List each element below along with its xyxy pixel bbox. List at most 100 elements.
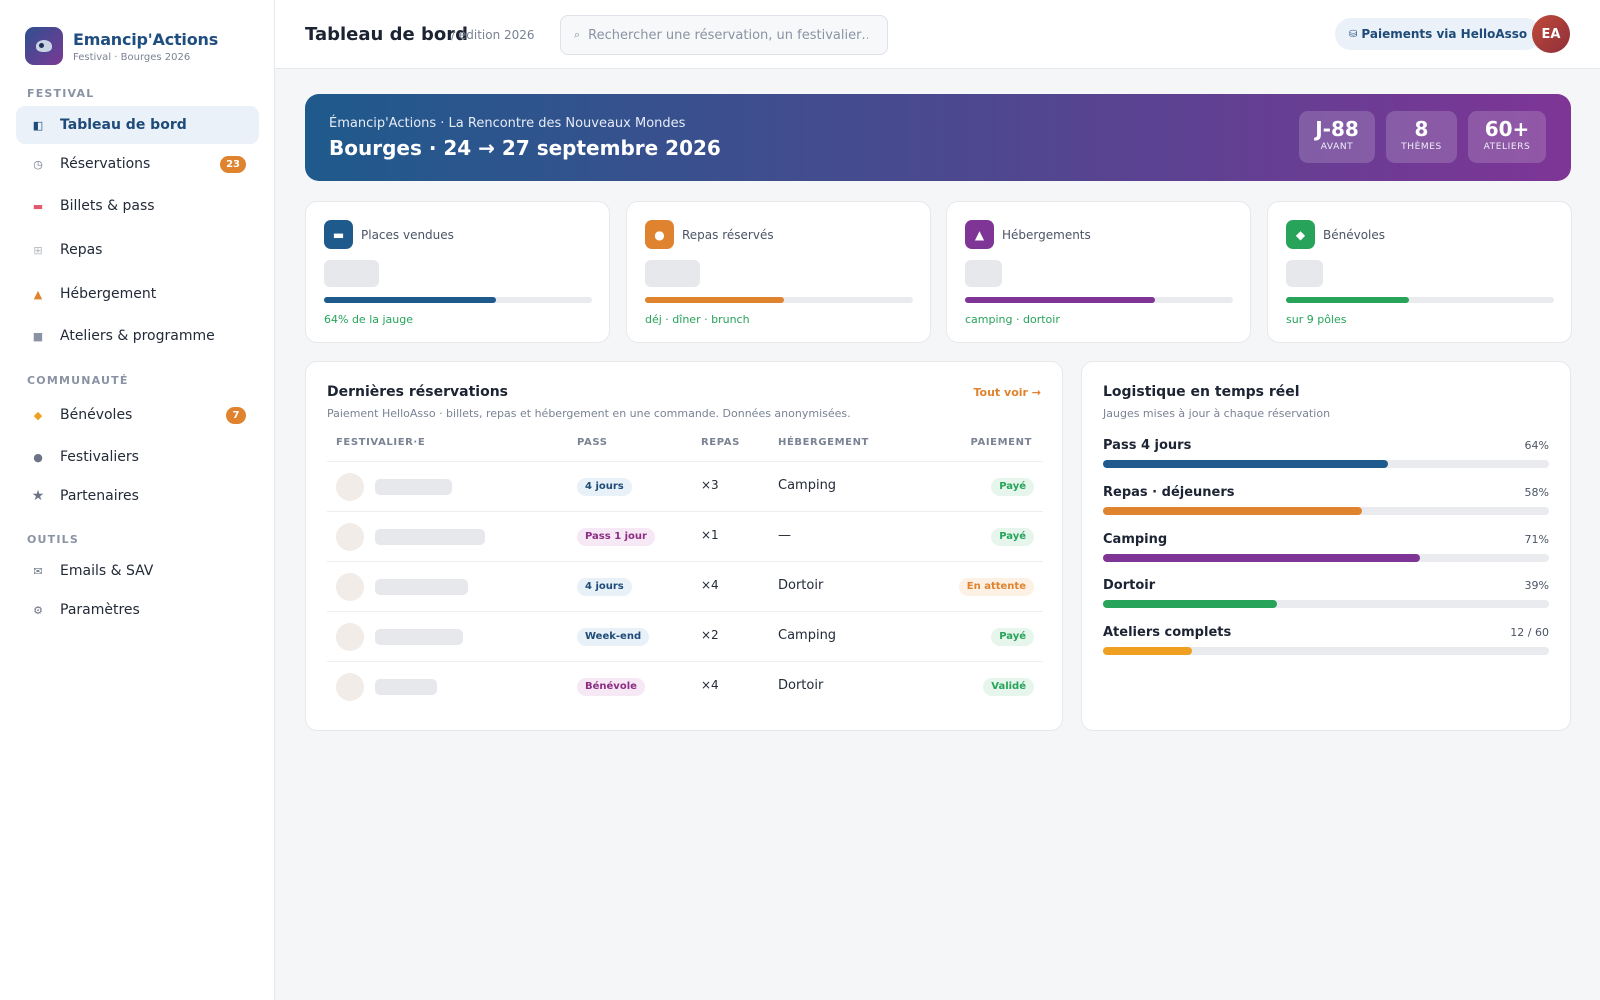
benevoles-count-badge: 7 (226, 407, 246, 424)
kpi-card-hebergements[interactable]: ▲ Hébergements camping · dortoir (946, 201, 1251, 343)
sidebar-item-emails[interactable]: ✉ Emails & SAV (16, 552, 259, 590)
avatar-placeholder (336, 523, 364, 551)
kpi-card-repas[interactable]: ● Repas réservés déj · dîner · brunch (626, 201, 931, 343)
column-header-festivalier[interactable]: FESTIVALIER·E (336, 437, 426, 448)
see-all-link[interactable]: Tout voir → (973, 386, 1042, 399)
stat-value: 8 (1414, 117, 1429, 141)
sidebar-item-hebergement[interactable]: ▲ Hébergement (16, 275, 259, 313)
table-row[interactable]: Week-end ×2 Camping Payé (327, 611, 1043, 661)
payment-status-badge: Payé (991, 528, 1034, 546)
name-placeholder (375, 479, 452, 495)
pass-badge: Week-end (577, 628, 650, 646)
reservations-count-badge: 23 (220, 156, 246, 173)
meals-count: ×3 (701, 478, 719, 492)
event-banner: Émancip'Actions · La Rencontre des Nouve… (305, 94, 1571, 181)
gauge-track (1103, 647, 1549, 655)
stat-ateliers: 60+ ATELIERS (1468, 111, 1546, 163)
avatar-placeholder (336, 473, 364, 501)
search-input[interactable] (588, 27, 869, 43)
sidebar-item-repas[interactable]: ⊞ Repas (16, 231, 259, 269)
sidebar-item-reservations[interactable]: ◷ Réservations 23 (16, 145, 259, 183)
payment-status-badge: Payé (991, 628, 1034, 646)
gear-icon: ⚙ (33, 603, 43, 617)
name-placeholder (375, 679, 437, 695)
name-placeholder (375, 629, 463, 645)
table-row[interactable]: 4 jours ×4 Dortoir En attente (327, 561, 1043, 611)
page-title: Tableau de bord (305, 24, 468, 45)
avatar-placeholder (336, 673, 364, 701)
sidebar-item-label: Festivaliers (60, 449, 139, 465)
handshake-icon: ◆ (1286, 220, 1315, 249)
table-row[interactable]: Pass 1 jour ×1 — Payé (327, 511, 1043, 561)
gauge-dortoir: Dortoir 39% (1103, 578, 1549, 618)
stat-value: J-88 (1315, 117, 1359, 141)
lodging-type: — (778, 528, 791, 543)
gauge-value: 64% (1524, 439, 1549, 452)
gauge-fill (1103, 554, 1420, 562)
brand-subtitle: Festival · Bourges 2026 (73, 51, 191, 63)
avatar[interactable]: EA (1532, 15, 1570, 53)
search-icon: ⌕ (574, 28, 581, 41)
lodging-type: Dortoir (778, 678, 824, 693)
gauge-fill (1103, 647, 1193, 655)
pass-badge: Pass 1 jour (577, 528, 655, 546)
meals-count: ×4 (701, 678, 719, 692)
recent-reservations-card: Dernières réservations Paiement HelloAss… (305, 361, 1063, 731)
kpi-progress-fill (645, 297, 785, 303)
column-header-pass[interactable]: PASS (577, 437, 608, 448)
kpi-card-places[interactable]: ▬ Places vendues 64% de la jauge (305, 201, 610, 343)
table-row[interactable]: Bénévole ×4 Dortoir Validé (327, 661, 1043, 711)
topbar: Tableau de bord / édition 2026 ⌕ ⛁ Paiem… (275, 0, 1600, 69)
sidebar-item-billets[interactable]: ▬ Billets & pass (16, 187, 259, 225)
sidebar-item-parametres[interactable]: ⚙ Paramètres (16, 591, 259, 629)
gauge-track (1103, 554, 1549, 562)
sidebar-item-festivaliers[interactable]: ● Festivaliers (16, 438, 259, 476)
lodging-type: Camping (778, 628, 837, 643)
mail-icon: ✉ (33, 564, 43, 578)
gauge-label: Ateliers complets (1103, 625, 1232, 640)
page-edition: / édition 2026 (451, 28, 535, 42)
kpi-progress-fill (1286, 297, 1410, 303)
sidebar-item-ateliers[interactable]: ■ Ateliers & programme (16, 317, 259, 355)
stat-themes: 8 THÈMES (1386, 111, 1457, 163)
column-header-hebergement[interactable]: HÉBERGEMENT (778, 437, 869, 448)
kpi-label: Bénévoles (1323, 228, 1386, 242)
table-row[interactable]: 4 jours ×3 Camping Payé (327, 461, 1043, 511)
kpi-label: Places vendues (361, 228, 454, 242)
gauge-fill (1103, 507, 1362, 515)
kpi-progress-track (965, 297, 1233, 303)
sidebar-item-label: Emails & SAV (60, 563, 154, 579)
event-subtitle: Émancip'Actions · La Rencontre des Nouve… (329, 116, 686, 131)
brand-logo-icon (25, 27, 63, 65)
kpi-value-placeholder (1286, 260, 1323, 287)
kpi-progress-track (324, 297, 592, 303)
gauge-value: 71% (1524, 533, 1549, 546)
sidebar-item-partenaires[interactable]: ★ Partenaires (16, 477, 259, 515)
search-box[interactable]: ⌕ (560, 15, 888, 55)
kpi-progress-track (645, 297, 913, 303)
sidebar-item-tableau-de-bord[interactable]: ◧ Tableau de bord (16, 106, 259, 144)
kpi-progress-fill (324, 297, 496, 303)
sidebar-item-label: Réservations (60, 156, 151, 172)
gauge-label: Pass 4 jours (1103, 438, 1192, 453)
stat-label: ATELIERS (1483, 142, 1531, 152)
gauge-fill (1103, 460, 1389, 468)
column-header-repas[interactable]: REPAS (701, 437, 740, 448)
card-subtitle: Jauges mises à jour à chaque réservation (1103, 407, 1331, 420)
sidebar-item-label: Bénévoles (60, 407, 133, 423)
helloasso-payments-button[interactable]: ⛁ Paiements via HelloAsso (1335, 18, 1542, 50)
meals-count: ×2 (701, 628, 719, 642)
kpi-card-benevoles[interactable]: ◆ Bénévoles sur 9 pôles (1267, 201, 1572, 343)
kpi-note: sur 9 pôles (1286, 313, 1347, 326)
gauge-repas-dejeuners: Repas · déjeuners 58% (1103, 485, 1549, 525)
column-header-paiement[interactable]: PAIEMENT (970, 437, 1032, 448)
gauge-ateliers-complets: Ateliers complets 12 / 60 (1103, 625, 1549, 665)
sidebar: Emancip'Actions Festival · Bourges 2026 … (0, 0, 275, 1000)
brand[interactable]: Emancip'Actions Festival · Bourges 2026 (25, 27, 218, 65)
sidebar-item-benevoles[interactable]: ◆ Bénévoles 7 (16, 396, 259, 434)
gauge-track (1103, 460, 1549, 468)
sidebar-item-label: Paramètres (60, 602, 140, 618)
clock-icon: ◷ (33, 157, 43, 171)
helloasso-payments-label: Paiements via HelloAsso (1361, 27, 1528, 41)
sidebar-item-label: Tableau de bord (60, 117, 187, 133)
